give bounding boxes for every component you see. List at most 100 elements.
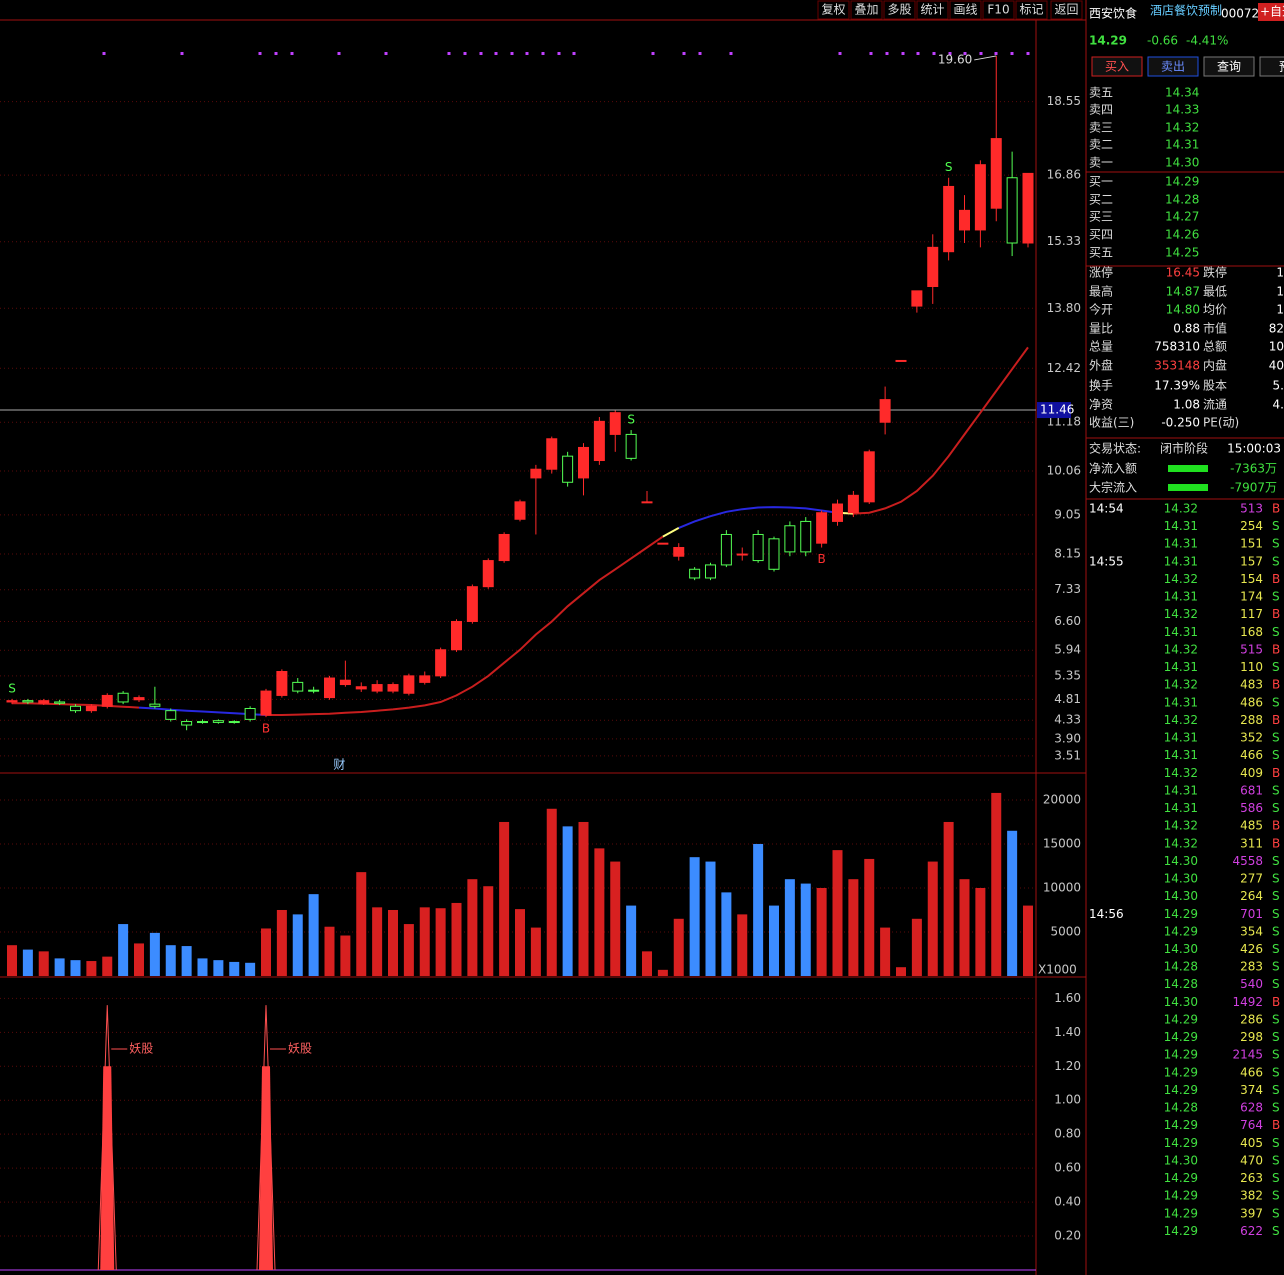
candle-body bbox=[974, 164, 986, 231]
y-tick-label: 5.35 bbox=[1054, 668, 1081, 682]
candle-body bbox=[657, 542, 669, 545]
trade-volume: 311 bbox=[1240, 836, 1263, 850]
volume-bar bbox=[737, 914, 748, 976]
candle-body bbox=[752, 533, 764, 562]
toolbar-button[interactable] bbox=[982, 0, 1015, 20]
trade-volume: 354 bbox=[1240, 924, 1263, 938]
toolbar-button[interactable] bbox=[850, 0, 883, 20]
trade-side: B bbox=[1272, 836, 1280, 850]
dot bbox=[510, 52, 514, 55]
stat-value: 353148 bbox=[1154, 359, 1200, 373]
y-tick-label: 0.40 bbox=[1054, 1195, 1081, 1209]
trade-volume: 513 bbox=[1240, 502, 1263, 516]
volume-bar bbox=[673, 918, 684, 976]
candle-body bbox=[308, 689, 320, 692]
trade-button[interactable] bbox=[1091, 56, 1143, 77]
y-tick-label: 13.80 bbox=[1047, 301, 1081, 315]
y-tick-label: 1.20 bbox=[1054, 1059, 1081, 1073]
watch-button[interactable] bbox=[1258, 3, 1284, 21]
stat-value: 1 bbox=[1276, 285, 1284, 299]
trade-button[interactable] bbox=[1147, 56, 1199, 77]
volume-bar bbox=[372, 907, 383, 976]
trade-price: 14.29 bbox=[1164, 1118, 1198, 1132]
toolbar-button[interactable] bbox=[949, 0, 982, 20]
dot bbox=[494, 52, 498, 55]
trade-side: B bbox=[1272, 642, 1280, 656]
candle-body bbox=[784, 525, 796, 553]
trade-side: S bbox=[1272, 1065, 1280, 1079]
spike-peak bbox=[97, 1005, 117, 1271]
volume-bar bbox=[959, 879, 970, 976]
trade-volume: 681 bbox=[1240, 783, 1263, 797]
signal-dots bbox=[102, 52, 1030, 55]
trade-side: S bbox=[1272, 1048, 1280, 1062]
event-label: 财 bbox=[333, 758, 345, 772]
candle-body bbox=[435, 649, 447, 677]
trade-side: S bbox=[1272, 1153, 1280, 1167]
candle-body bbox=[863, 451, 875, 503]
volume-bar bbox=[276, 909, 287, 976]
stat-value: -0.250 bbox=[1161, 416, 1200, 430]
toolbar-button[interactable] bbox=[1015, 0, 1048, 20]
dot bbox=[885, 52, 889, 55]
candle-body bbox=[705, 564, 716, 579]
volume-bar bbox=[419, 907, 430, 976]
trade-volume: 288 bbox=[1240, 713, 1263, 727]
trade-volume: 277 bbox=[1240, 872, 1263, 886]
volume-bar bbox=[213, 960, 224, 976]
candle-body bbox=[403, 675, 415, 694]
trade-price: 14.31 bbox=[1164, 590, 1198, 604]
trade-side: S bbox=[1272, 889, 1280, 903]
trade-side: S bbox=[1272, 924, 1280, 938]
signal-label: S bbox=[945, 160, 953, 174]
stat-value: 758310 bbox=[1154, 340, 1200, 354]
candle-body bbox=[498, 533, 510, 562]
trade-side: S bbox=[1272, 801, 1280, 815]
trade-button[interactable] bbox=[1203, 56, 1255, 77]
trade-side: S bbox=[1272, 554, 1280, 568]
stat-value: 5. bbox=[1273, 379, 1284, 393]
candle-body bbox=[276, 671, 288, 696]
candle-body bbox=[419, 675, 431, 683]
trade-price: 14.29 bbox=[1164, 1206, 1198, 1220]
y-tick-label: 6.60 bbox=[1054, 614, 1081, 628]
trade-side: S bbox=[1272, 731, 1280, 745]
industry: 酒店餐饮预制 bbox=[1150, 3, 1222, 18]
dot bbox=[479, 52, 483, 55]
trade-volume: 1492 bbox=[1232, 995, 1263, 1009]
trade-price: 14.30 bbox=[1164, 872, 1198, 886]
volume-bar bbox=[880, 927, 891, 976]
y-tick-label: 18.55 bbox=[1047, 94, 1081, 108]
trade-side: S bbox=[1272, 1189, 1280, 1203]
trade-button[interactable] bbox=[1259, 56, 1284, 77]
volume-bar bbox=[7, 945, 17, 976]
y-tick-label: 4.81 bbox=[1054, 692, 1081, 706]
dot bbox=[102, 52, 106, 55]
stat-value: 16.45 bbox=[1166, 266, 1200, 280]
book-price: 14.27 bbox=[1165, 210, 1199, 224]
candle-body bbox=[943, 185, 955, 253]
trade-button-label: 预 bbox=[1279, 60, 1284, 74]
trade-side: B bbox=[1272, 819, 1280, 833]
dot bbox=[651, 52, 655, 55]
candle-body bbox=[324, 677, 335, 699]
toolbar-button[interactable] bbox=[817, 0, 850, 20]
toolbar-button[interactable] bbox=[883, 0, 916, 20]
volume-bar bbox=[261, 928, 271, 976]
stat-value: 1 bbox=[1276, 303, 1284, 317]
stat-label: 换手 bbox=[1089, 379, 1113, 393]
dot bbox=[698, 52, 702, 55]
stat-label: 外盘 bbox=[1089, 358, 1113, 373]
trade-volume: 466 bbox=[1240, 748, 1263, 762]
candle-body bbox=[514, 501, 526, 520]
volume-bar bbox=[832, 850, 843, 976]
signal-label: S bbox=[8, 681, 16, 695]
volume-bar bbox=[975, 887, 986, 976]
dot bbox=[290, 52, 294, 55]
candle-body bbox=[466, 586, 478, 622]
toolbar-button[interactable] bbox=[916, 0, 949, 20]
toolbar-button[interactable] bbox=[1050, 0, 1083, 20]
volume-bar bbox=[499, 821, 510, 976]
volume-unit: X1000 bbox=[1038, 963, 1077, 977]
stat-value: 1.08 bbox=[1173, 398, 1200, 412]
